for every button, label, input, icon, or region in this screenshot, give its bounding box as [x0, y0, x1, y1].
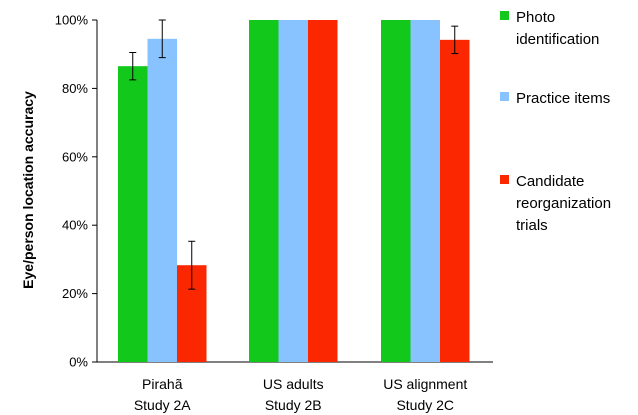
- category-label-line: Study 2C: [396, 397, 454, 413]
- bar: [249, 20, 279, 362]
- y-tick-label: 20%: [62, 286, 88, 301]
- y-axis-title: Eye/person location accuracy: [20, 91, 36, 289]
- legend-swatch: [500, 92, 509, 101]
- category-label: US adults Study 2B: [263, 376, 324, 413]
- bar: [410, 20, 440, 362]
- category-label: US alignment Study 2C: [383, 376, 467, 413]
- legend-label-line: trials: [516, 217, 548, 234]
- y-tick-label: 0%: [69, 355, 88, 370]
- legend-label: Practice items: [516, 90, 610, 107]
- error-bars: [129, 19, 459, 290]
- legend-swatch: [500, 175, 509, 184]
- y-tick-label: 40%: [62, 218, 88, 233]
- bar: [147, 38, 177, 363]
- legend-label-line: Candidate: [516, 173, 584, 190]
- legend: Photo identification Practice items Candida…: [500, 9, 611, 234]
- bars: [118, 20, 470, 363]
- category-label-line: Pirahã: [142, 376, 183, 392]
- y-axis-title-group: Eye/person location accuracy: [20, 91, 36, 289]
- legend-swatch: [500, 11, 509, 20]
- bar: [118, 66, 148, 363]
- legend-label-line: reorganization: [516, 195, 611, 212]
- bar: [440, 39, 470, 362]
- category-label-line: US adults: [263, 376, 324, 392]
- bar: [278, 20, 308, 362]
- legend-label-line: Photo: [516, 9, 555, 26]
- category-label-line: Study 2B: [265, 397, 322, 413]
- y-tick-label: 80%: [62, 81, 88, 96]
- bar: [381, 20, 411, 362]
- y-tick-label: 100%: [55, 13, 89, 28]
- category-label-line: US alignment: [383, 376, 467, 392]
- bar: [308, 20, 338, 362]
- y-tick-labels: 0% 20% 40% 60% 80% 100%: [55, 13, 89, 370]
- legend-label-line: Practice items: [516, 90, 610, 107]
- legend-label-line: identification: [516, 31, 599, 48]
- category-label-line: Study 2A: [134, 397, 191, 413]
- category-label: Pirahã Study 2A: [134, 376, 191, 413]
- legend-label: Photo identification: [516, 9, 599, 48]
- y-tick-label: 60%: [62, 149, 88, 164]
- legend-label: Candidate reorganization trials: [516, 173, 611, 234]
- category-labels: Pirahã Study 2A US adults Study 2B US alignm…: [134, 376, 468, 413]
